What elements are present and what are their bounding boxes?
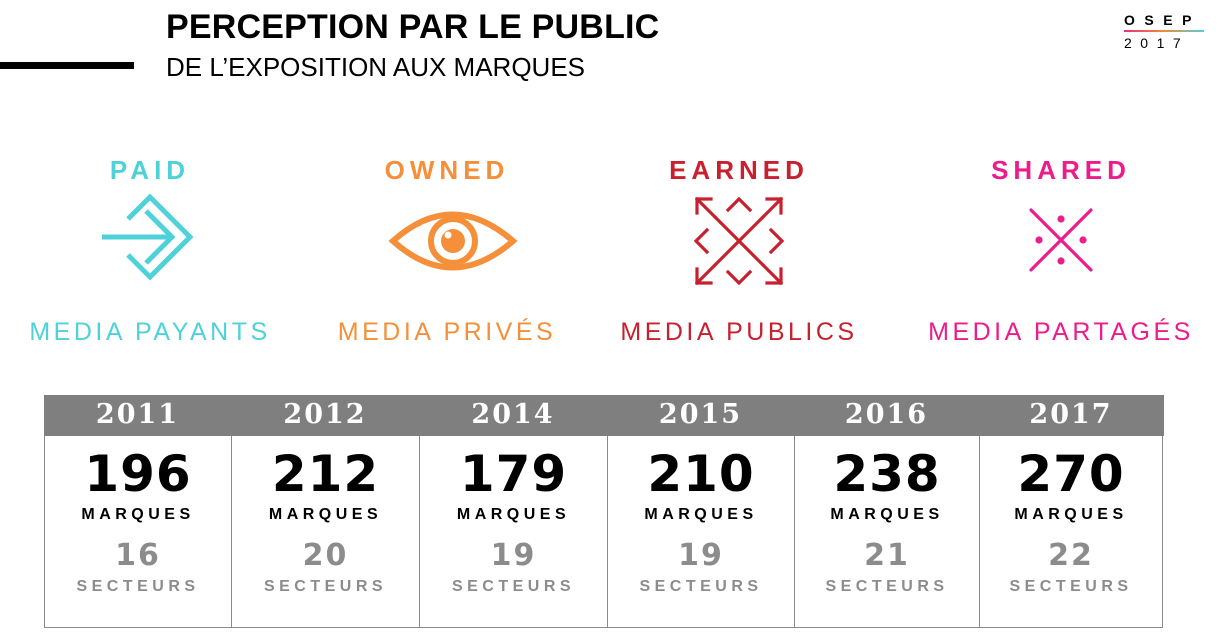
table-cell: 270 MARQUES 22 SECTEURS <box>979 436 1163 628</box>
media-column-earned: EARNED MEDIA PUBLICS <box>589 150 889 347</box>
brands-count: 238 <box>833 445 941 503</box>
table-column-2017: 2017 270 MARQUES 22 SECTEURS <box>979 395 1163 628</box>
year-label: 2011 <box>95 399 180 430</box>
logo-text-top: OSEP <box>1124 12 1201 28</box>
table-cell: 210 MARQUES 19 SECTEURS <box>607 436 794 628</box>
table-column-2016: 2016 238 MARQUES 21 SECTEURS <box>794 395 979 628</box>
media-label-paid: MEDIA PAYANTS <box>29 318 271 346</box>
expand-arrows-icon <box>693 196 785 286</box>
brands-count: 196 <box>84 445 192 503</box>
media-column-shared: SHARED MEDIA PARTAGÉS <box>911 150 1211 347</box>
brands-unit: MARQUES <box>830 506 944 523</box>
osep-logo: OSEP 2017 <box>1124 12 1208 51</box>
media-column-paid: PAID MEDIA PAYANTS <box>0 150 300 347</box>
logo-text-bottom: 2017 <box>1124 35 1190 51</box>
brands-unit: MARQUES <box>1014 506 1128 523</box>
table-column-2011: 2011 196 MARQUES 16 SECTEURS <box>44 395 231 628</box>
media-heading-owned: OWNED <box>384 155 510 185</box>
year-label: 2017 <box>1029 399 1113 430</box>
brands-unit: MARQUES <box>81 506 195 523</box>
table-column-2015: 2015 210 MARQUES 19 SECTEURS <box>607 395 794 628</box>
media-label-owned: MEDIA PRIVÉS <box>337 318 557 346</box>
table-cell: 212 MARQUES 20 SECTEURS <box>231 436 419 628</box>
year-label: 2015 <box>658 399 743 430</box>
brands-count: 179 <box>459 445 568 503</box>
sectors-unit: SECTEURS <box>1009 578 1133 595</box>
brands-count: 212 <box>271 445 380 503</box>
media-heading-earned: EARNED <box>669 155 809 185</box>
year-label: 2012 <box>283 399 367 430</box>
sectors-count: 19 <box>678 538 724 573</box>
media-label-earned: MEDIA PUBLICS <box>620 318 858 346</box>
page-subtitle: DE L’EXPOSITION AUX MARQUES <box>166 52 585 82</box>
sectors-count: 16 <box>115 538 161 573</box>
eye-icon <box>388 211 518 271</box>
share-cross-icon <box>1029 208 1093 272</box>
table-cell: 179 MARQUES 19 SECTEURS <box>419 436 607 628</box>
sectors-count: 19 <box>490 538 537 573</box>
sectors-unit: SECTEURS <box>451 578 576 595</box>
brands-count: 210 <box>647 445 755 503</box>
sectors-count: 20 <box>302 538 349 573</box>
table-header-bar <box>44 395 1164 436</box>
year-label: 2016 <box>844 399 929 430</box>
media-column-owned: OWNED MEDIA PRIVÉS <box>297 150 597 347</box>
media-heading-paid: PAID <box>109 155 191 185</box>
brands-count: 270 <box>1017 445 1125 503</box>
media-label-shared: MEDIA PARTAGÉS <box>928 318 1194 346</box>
sectors-unit: SECTEURS <box>76 578 200 595</box>
table-column-2012: 2012 212 MARQUES 20 SECTEURS <box>231 395 419 628</box>
logo-gradient-line <box>1124 30 1204 32</box>
arrow-in-diamond-icon <box>102 193 194 281</box>
sectors-unit: SECTEURS <box>825 578 949 595</box>
table-cell: 196 MARQUES 16 SECTEURS <box>44 436 231 628</box>
sectors-unit: SECTEURS <box>639 578 763 595</box>
sectors-unit: SECTEURS <box>263 578 388 595</box>
media-heading-shared: SHARED <box>991 155 1131 185</box>
table-column-2014: 2014 179 MARQUES 19 SECTEURS <box>419 395 607 628</box>
sectors-count: 22 <box>1048 538 1094 573</box>
page-title: PERCEPTION PAR LE PUBLIC <box>166 8 660 46</box>
brands-unit: MARQUES <box>644 506 758 523</box>
year-label: 2014 <box>471 399 555 430</box>
title-accent-bar <box>0 62 134 69</box>
brands-table: 2011 196 MARQUES 16 SECTEURS 2012 212 MA… <box>44 395 1164 628</box>
brands-unit: MARQUES <box>456 506 571 523</box>
sectors-count: 21 <box>864 538 910 573</box>
table-cell: 238 MARQUES 21 SECTEURS <box>794 436 979 628</box>
brands-unit: MARQUES <box>268 506 383 523</box>
